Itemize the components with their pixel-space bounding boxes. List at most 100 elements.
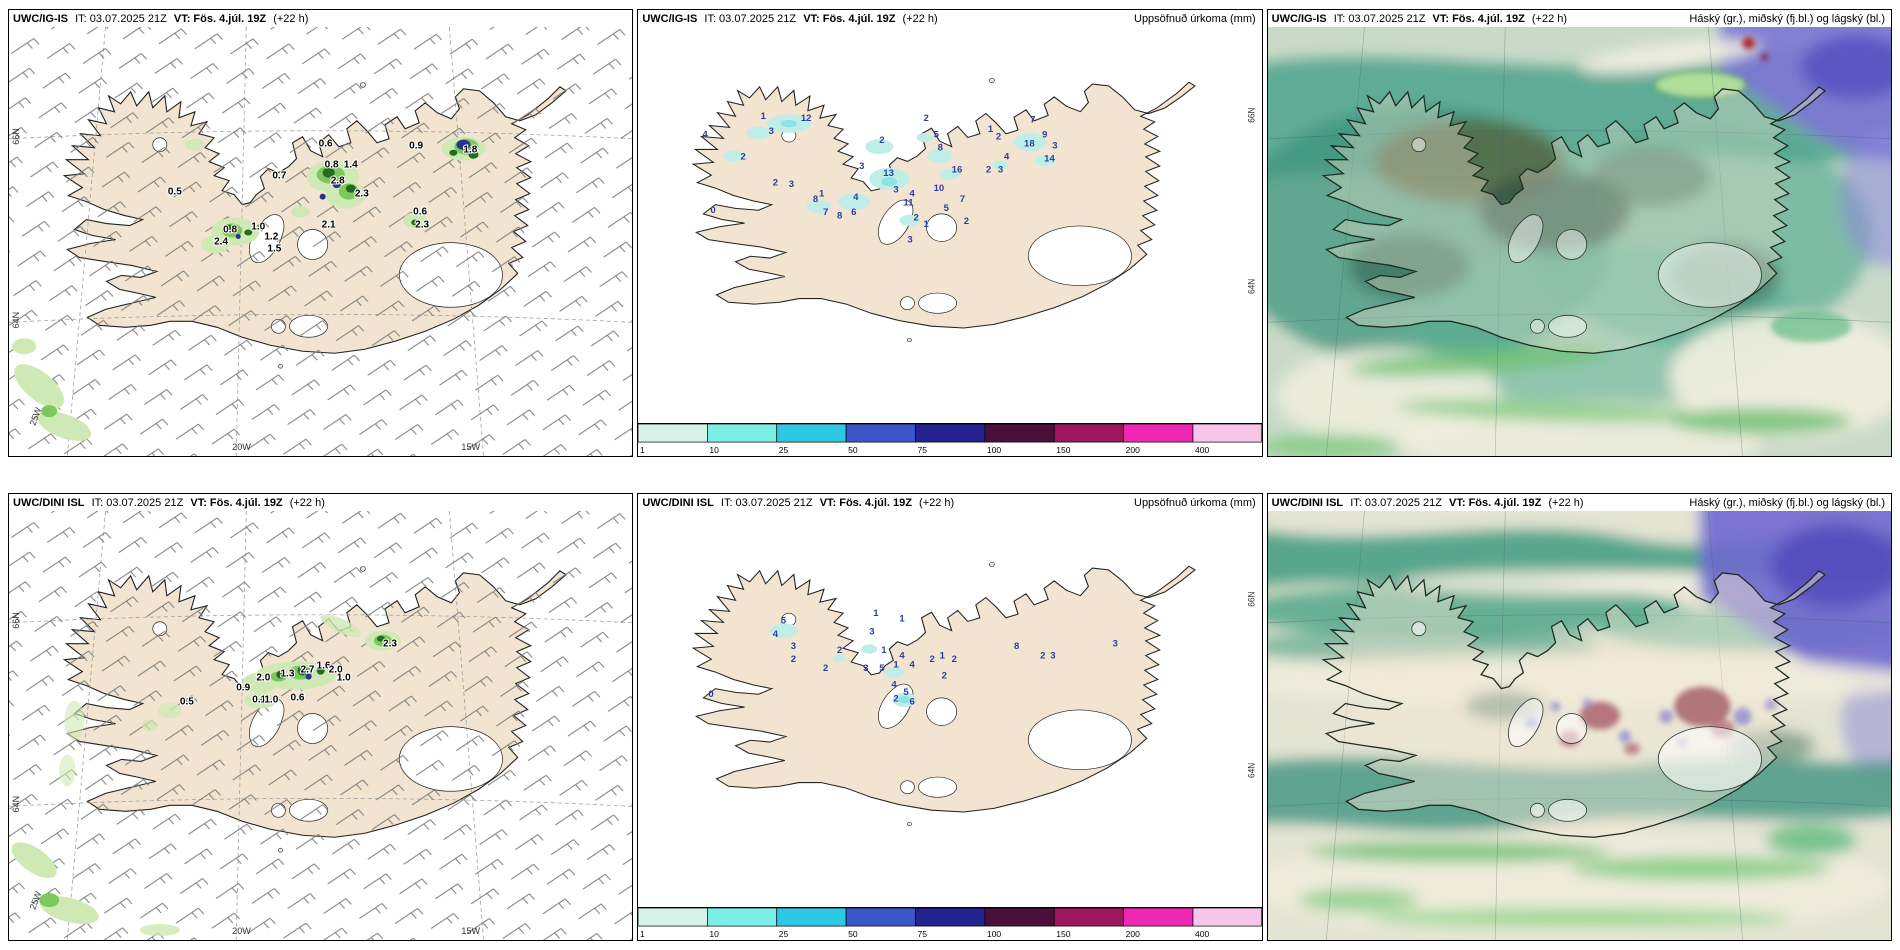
panel-clouds-igis: UWC/IG-IS IT: 03.07.2025 21Z VT: Fös. 4.…	[1266, 9, 1892, 457]
precip-amount-label: 4	[703, 130, 709, 140]
precip-amount-label: 2	[894, 694, 899, 704]
legend-tick: 150	[1057, 929, 1071, 939]
precip-map-svg: 4 1 3 12 2 2 2 5 8 1 2 7 18 9 3 14 4	[638, 27, 1262, 423]
precip-amount-label: 3	[791, 641, 796, 651]
lon-label: 15W	[461, 442, 480, 452]
precip-amount-label: 3	[998, 165, 1003, 175]
legend-tick: 200	[1126, 445, 1140, 455]
precip-amount-label: 1	[900, 614, 905, 624]
precip-blobs	[12, 136, 486, 441]
init-time: IT: 03.07.2025 21Z	[75, 13, 167, 25]
legend-swatch	[1123, 423, 1194, 443]
precip-amount-label: 5	[934, 130, 939, 140]
precip-color-legend: 1 10 25 50 75 100 150 200 400	[638, 906, 1262, 940]
cloud-map-svg	[1267, 27, 1891, 456]
map-area	[1267, 511, 1891, 940]
legend-tick: 10	[710, 929, 720, 939]
legend-swatch	[1192, 423, 1262, 443]
precip-color-legend: 1 10 25 50 75 100 150 200 400	[638, 422, 1262, 456]
panel-header: UWC/IG-IS IT: 03.07.2025 21Z VT: Fös. 4.…	[9, 10, 633, 27]
precip-amount-label: 5	[944, 203, 949, 213]
precip-amount-label: 12	[801, 113, 812, 123]
precip-amount-label: 18	[1024, 139, 1035, 149]
precip-amount-label: 4	[910, 189, 916, 199]
precip-amount-label: 1	[988, 124, 993, 134]
valid-time: VT: Fös. 4.júl. 19Z	[173, 13, 267, 25]
precip-amount-label: 1	[819, 189, 824, 199]
island	[989, 77, 996, 83]
legend-tick: 1	[640, 929, 645, 939]
wind-accum-label: 1.6	[317, 661, 331, 672]
init-time: IT: 03.07.2025 21Z	[1333, 13, 1426, 25]
legend-swatch	[984, 423, 1055, 443]
precip-amount-label: 8	[813, 194, 818, 204]
wind-accum-label: 0.9	[236, 683, 250, 694]
legend-swatch	[776, 423, 847, 443]
precip-amount-label: 2	[880, 135, 885, 145]
map-area	[1267, 27, 1891, 456]
wind-accum-label: 0.6	[319, 139, 333, 150]
precip-amount-label: 1	[894, 660, 899, 670]
precip-patches	[770, 623, 917, 708]
lat-label: 66N	[1246, 108, 1256, 123]
precip-amount-label: 5	[904, 687, 909, 697]
wind-accum-label: 1.0	[337, 673, 351, 684]
map-area: 5 4 3 1 3 1 2 1 4 2 2 3 5 1 4 2 1	[638, 511, 1262, 907]
header-left: UWC/DINI ISL IT: 03.07.2025 21Z VT: Fös.…	[13, 496, 329, 510]
cloud-detail	[1653, 36, 1851, 343]
wind-accum-label: 0.1	[252, 695, 266, 706]
wind-accum-label: 2.3	[415, 220, 429, 231]
lead-time: (+22 h)	[289, 497, 325, 509]
legend-swatch	[1054, 423, 1125, 443]
model-name: UWC/IG-IS	[642, 13, 698, 25]
wind-accum-label: 1.0	[251, 222, 265, 233]
precip-amount-label: 4	[853, 192, 859, 202]
legend-swatch	[846, 907, 917, 927]
lon-label: 20W	[232, 926, 251, 936]
precip-amount-label: 4	[773, 629, 779, 639]
wind-accum-label: 0.9	[409, 141, 423, 152]
precip-amount-labels: 5 4 3 1 3 1 2 1 4 2 2 3 5 1 4 2 1	[709, 608, 1118, 706]
precip-amount-label: 3	[864, 664, 869, 674]
legend-swatch	[707, 423, 778, 443]
precip-amount-label: 4	[1004, 152, 1010, 162]
wind-accum-label: 1.0	[264, 695, 278, 706]
valid-time: VT: Fös. 4.júl. 19Z	[819, 497, 912, 509]
valid-time: VT: Fös. 4.júl. 19Z	[190, 497, 283, 509]
legend-tick: 25	[779, 929, 789, 939]
panel-header: UWC/DINI ISL IT: 03.07.2025 21Z VT: Fös.…	[638, 494, 1262, 511]
precip-amount-label: 10	[934, 183, 945, 193]
lead-time: (+22 h)	[919, 497, 955, 509]
legend-swatch	[1123, 907, 1194, 927]
precip-amount-label: 7	[823, 207, 828, 217]
wind-accum-label: 2.1	[322, 220, 336, 231]
precip-amount-label: 2	[942, 671, 947, 681]
precip-amount-label: 7	[960, 194, 965, 204]
wind-accum-label: 0.6	[413, 207, 427, 218]
precip-amount-label: 1	[874, 608, 879, 618]
legend-swatch	[1054, 907, 1125, 927]
lead-time: (+22 h)	[1548, 497, 1584, 509]
init-time: IT: 03.07.2025 21Z	[1350, 497, 1442, 509]
wind-barbs-layer	[9, 27, 633, 456]
precip-amount-label: 2	[996, 132, 1001, 142]
model-name: UWC/IG-IS	[13, 13, 68, 25]
legend-swatch	[1192, 907, 1262, 927]
panel-header: UWC/DINI ISL IT: 03.07.2025 21Z VT: Fös.…	[9, 494, 633, 511]
legend-tick: 75	[918, 445, 928, 455]
wind-accum-label: 1.8	[463, 145, 477, 156]
panel-precip-igis: UWC/IG-IS IT: 03.07.2025 21Z VT: Fös. 4.…	[637, 9, 1263, 457]
wind-accum-labels: 0.5 0.7 0.6 0.9 0.8 1.4 2.8 2.3 1.8 0.6 …	[167, 138, 479, 256]
legend-tick: 75	[918, 929, 928, 939]
precip-amount-label: 4	[900, 651, 906, 661]
precip-amount-label: 8	[837, 211, 842, 221]
legend-tick: 100	[987, 929, 1001, 939]
wind-accum-label: 0.6	[291, 693, 305, 704]
precip-amount-label: 1	[882, 645, 887, 655]
legend-svg: 1 10 25 50 75 100 150 200 400	[638, 423, 1262, 455]
precip-amount-label: 3	[789, 180, 794, 190]
iceland-map	[693, 77, 1196, 343]
wind-accum-label: 1.2	[264, 232, 278, 243]
precip-amount-labels: 4 1 3 12 2 2 2 5 8 1 2 7 18 9 3 14 4	[703, 111, 1058, 244]
